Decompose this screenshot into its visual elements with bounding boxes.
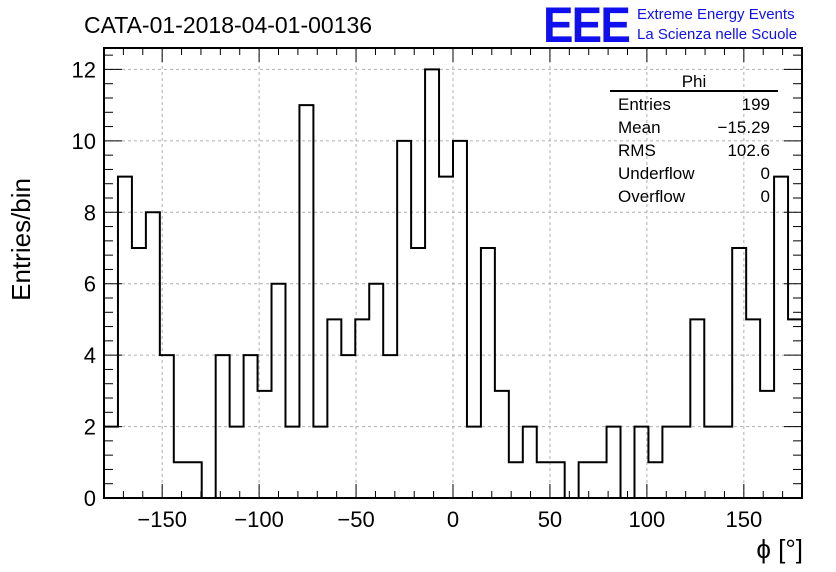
y-tick-label: 10 — [72, 129, 96, 154]
stats-mean-value: −15.29 — [718, 118, 770, 137]
y-tick-label: 2 — [84, 415, 96, 440]
x-tick-label: 100 — [629, 507, 666, 532]
grid — [104, 48, 802, 498]
stats-overflow-label: Overflow — [618, 187, 686, 206]
y-tick-label: 6 — [84, 272, 96, 297]
run-title: CATA-01-2018-04-01-00136 — [84, 12, 372, 38]
stats-overflow-value: 0 — [761, 187, 770, 206]
org-name-line2: La Scienza nelle Scuole — [637, 26, 797, 43]
x-tick-label: 0 — [447, 507, 459, 532]
stats-entries-label: Entries — [618, 95, 671, 114]
stats-underflow-label: Underflow — [618, 164, 695, 183]
x-tick-label: −50 — [337, 507, 374, 532]
x-tick-label: −150 — [137, 507, 187, 532]
x-tick-label: 150 — [725, 507, 762, 532]
y-axis-label: Entries/bin — [6, 178, 36, 301]
y-tick-labels: 0 2 4 6 8 10 12 — [72, 57, 96, 511]
x-tick-labels: −150 −100 −50 0 50 100 150 — [137, 507, 762, 532]
stats-rms-label: RMS — [618, 141, 656, 160]
x-tick-label: −100 — [234, 507, 284, 532]
histogram-step-line — [103, 68, 803, 499]
org-name-line1: Extreme Energy Events — [637, 6, 795, 23]
stats-rms-value: 102.6 — [727, 141, 770, 160]
y-tick-label: 4 — [84, 343, 96, 368]
eee-logo: EEE — [543, 0, 630, 53]
stats-mean-label: Mean — [618, 118, 661, 137]
axis-ticks — [103, 48, 803, 499]
stats-entries-value: 199 — [742, 95, 770, 114]
x-tick-label: 50 — [538, 507, 562, 532]
y-tick-label: 0 — [84, 486, 96, 511]
y-tick-label: 12 — [72, 57, 96, 82]
y-tick-label: 8 — [84, 200, 96, 225]
stats-box-title: Phi — [682, 72, 707, 91]
x-axis-label: ϕ [°] — [756, 534, 803, 564]
stats-underflow-value: 0 — [761, 164, 770, 183]
stats-box: Phi Entries 199 Mean −15.29 RMS 102.6 Un… — [610, 72, 778, 206]
